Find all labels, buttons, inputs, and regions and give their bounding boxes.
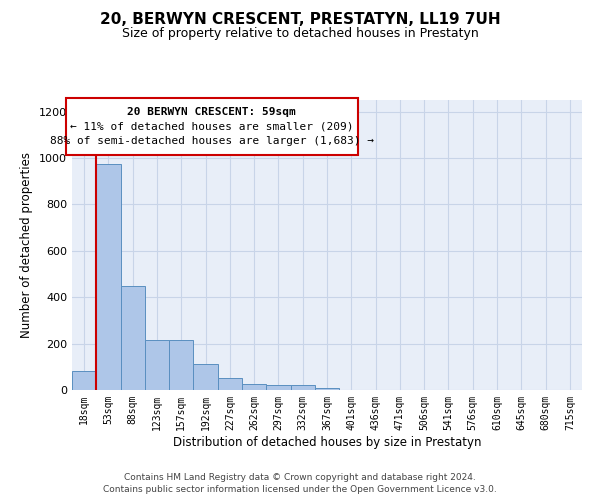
Y-axis label: Number of detached properties: Number of detached properties	[20, 152, 34, 338]
Bar	[193, 364, 218, 390]
Text: 88% of semi-detached houses are larger (1,683) →: 88% of semi-detached houses are larger (…	[50, 136, 374, 146]
Bar	[145, 340, 169, 390]
Bar	[96, 164, 121, 390]
Bar	[290, 386, 315, 390]
Text: Contains HM Land Registry data © Crown copyright and database right 2024.: Contains HM Land Registry data © Crown c…	[124, 473, 476, 482]
Text: Contains public sector information licensed under the Open Government Licence v3: Contains public sector information licen…	[103, 484, 497, 494]
Bar	[121, 286, 145, 390]
Bar	[169, 340, 193, 390]
Text: 20 BERWYN CRESCENT: 59sqm: 20 BERWYN CRESCENT: 59sqm	[127, 106, 296, 117]
Text: Size of property relative to detached houses in Prestatyn: Size of property relative to detached ho…	[122, 28, 478, 40]
Text: Distribution of detached houses by size in Prestatyn: Distribution of detached houses by size …	[173, 436, 481, 449]
Text: ← 11% of detached houses are smaller (209): ← 11% of detached houses are smaller (20…	[70, 122, 353, 132]
Text: 20, BERWYN CRESCENT, PRESTATYN, LL19 7UH: 20, BERWYN CRESCENT, PRESTATYN, LL19 7UH	[100, 12, 500, 28]
Bar	[218, 378, 242, 390]
Bar	[72, 372, 96, 390]
Bar	[266, 386, 290, 390]
Bar	[242, 384, 266, 390]
Bar	[315, 388, 339, 390]
